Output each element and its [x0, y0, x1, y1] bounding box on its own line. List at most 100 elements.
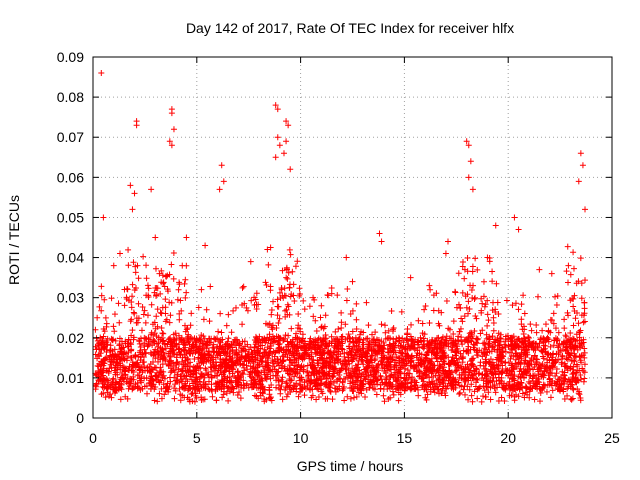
data-point: [286, 350, 293, 357]
scatter-points: [92, 70, 589, 405]
data-point: [358, 377, 365, 384]
data-point: [493, 356, 500, 363]
data-point: [187, 359, 194, 366]
data-point: [422, 394, 429, 401]
y-tick-label: 0.02: [57, 330, 84, 346]
data-point: [455, 270, 462, 277]
data-point: [274, 312, 281, 319]
data-point: [348, 384, 355, 391]
data-point: [233, 337, 240, 344]
data-point: [397, 350, 404, 357]
data-point: [139, 351, 146, 358]
data-point: [572, 353, 579, 360]
data-point: [561, 316, 568, 323]
data-point: [343, 297, 350, 304]
data-point: [561, 395, 568, 402]
data-point: [523, 370, 530, 377]
data-point: [212, 380, 219, 387]
data-point: [166, 299, 173, 306]
data-point: [169, 343, 176, 350]
data-point: [395, 334, 402, 341]
data-point: [397, 374, 404, 381]
data-point: [386, 349, 393, 356]
data-point: [552, 382, 559, 389]
data-point: [445, 325, 452, 332]
data-point: [166, 138, 173, 145]
data-point: [282, 307, 289, 314]
data-point: [259, 384, 266, 391]
data-point: [162, 310, 169, 317]
data-point: [308, 377, 315, 384]
data-point: [280, 347, 287, 354]
data-point: [457, 305, 464, 312]
data-point: [238, 353, 245, 360]
data-point: [368, 348, 375, 355]
data-point: [407, 379, 414, 386]
data-point: [542, 321, 549, 328]
data-point: [484, 311, 491, 318]
data-point: [450, 358, 457, 365]
data-point: [310, 294, 317, 301]
data-point: [578, 339, 585, 346]
data-point: [147, 367, 154, 374]
data-point: [445, 340, 452, 347]
data-point: [133, 118, 140, 125]
data-point: [401, 357, 408, 364]
data-point: [549, 387, 556, 394]
data-point: [506, 386, 513, 393]
data-point: [447, 370, 454, 377]
data-point: [244, 366, 251, 373]
data-point: [286, 281, 293, 288]
data-point: [345, 331, 352, 338]
data-point: [158, 348, 165, 355]
data-point: [401, 346, 408, 353]
data-point: [390, 340, 397, 347]
data-point: [151, 338, 158, 345]
data-point: [140, 311, 147, 318]
data-point: [511, 214, 518, 221]
data-point: [261, 346, 268, 353]
data-point: [463, 348, 470, 355]
data-point: [263, 371, 270, 378]
data-point: [421, 361, 428, 368]
data-point: [508, 353, 515, 360]
data-point: [464, 361, 471, 368]
data-point: [151, 386, 158, 393]
data-point: [98, 358, 105, 365]
data-point: [145, 294, 152, 301]
data-point: [515, 393, 522, 400]
data-point: [168, 299, 175, 306]
data-point: [157, 377, 164, 384]
data-point: [230, 307, 237, 314]
data-point: [415, 392, 422, 399]
data-point: [312, 339, 319, 346]
data-point: [279, 396, 286, 403]
data-point: [270, 358, 277, 365]
data-point: [554, 293, 561, 300]
data-point: [182, 347, 189, 354]
data-point: [578, 352, 585, 359]
data-point: [292, 334, 299, 341]
data-point: [176, 279, 183, 286]
data-point: [466, 386, 473, 393]
data-point: [151, 397, 158, 404]
data-point: [324, 395, 331, 402]
data-point: [303, 344, 310, 351]
data-point: [101, 296, 108, 303]
data-point: [436, 342, 443, 349]
data-point: [321, 371, 328, 378]
data-point: [318, 352, 325, 359]
data-point: [575, 278, 582, 285]
data-point: [279, 353, 286, 360]
data-point: [318, 302, 325, 309]
data-point: [240, 377, 247, 384]
data-point: [279, 267, 286, 274]
data-point: [170, 338, 177, 345]
data-point: [214, 335, 221, 342]
data-point: [255, 372, 262, 379]
data-point: [492, 222, 499, 229]
data-point: [301, 383, 308, 390]
data-point: [110, 323, 117, 330]
data-point: [359, 339, 366, 346]
data-point: [391, 361, 398, 368]
